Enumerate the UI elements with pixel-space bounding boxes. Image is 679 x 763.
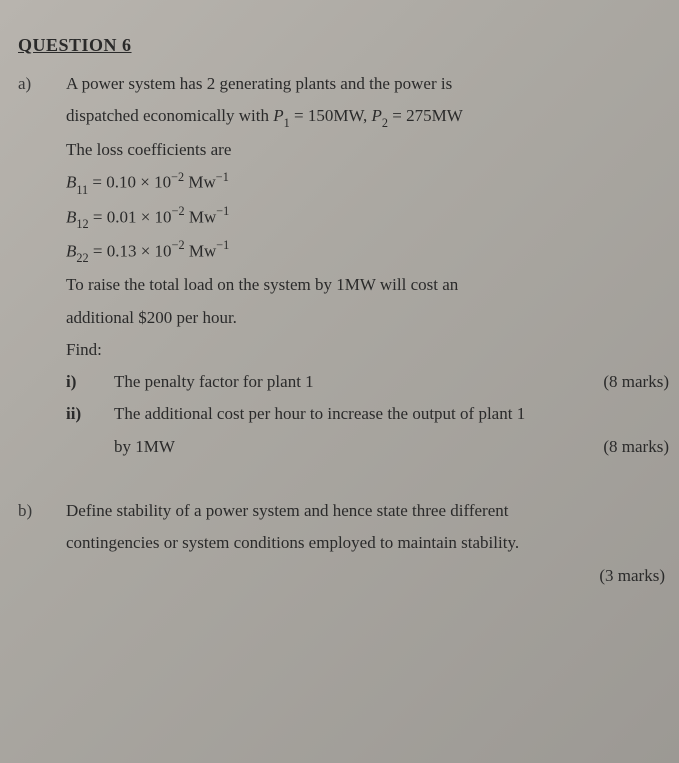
sub-i: i) The penalty factor for plant 1 (8 mar… bbox=[66, 366, 669, 398]
unit: Mw bbox=[185, 242, 217, 261]
sym: B bbox=[66, 242, 76, 261]
part-b: b) Define stability of a power system an… bbox=[18, 495, 669, 592]
loss-coef-line: The loss coefficients are bbox=[66, 134, 669, 166]
sub-1: 1 bbox=[284, 116, 290, 130]
sub-ii-body: The additional cost per hour to increase… bbox=[114, 398, 669, 463]
sub-i-marks: (8 marks) bbox=[603, 366, 669, 398]
part-b-line2: contingencies or system conditions emplo… bbox=[66, 527, 669, 559]
val: = 0.01 × 10 bbox=[89, 207, 172, 226]
sub-2: 2 bbox=[382, 116, 388, 130]
part-a-label: a) bbox=[18, 68, 66, 463]
unit: Mw bbox=[184, 173, 216, 192]
val: = 0.10 × 10 bbox=[88, 173, 171, 192]
exam-page: QUESTION 6 a) A power system has 2 gener… bbox=[0, 0, 679, 592]
unit-exp: −1 bbox=[216, 170, 229, 184]
exp: −2 bbox=[172, 204, 185, 218]
part-b-line1: Define stability of a power system and h… bbox=[66, 495, 669, 527]
sym: B bbox=[66, 207, 76, 226]
part-a-body: A power system has 2 generating plants a… bbox=[66, 68, 669, 463]
sym: B bbox=[66, 173, 76, 192]
text: dispatched economically with bbox=[66, 106, 273, 125]
unit-exp: −1 bbox=[216, 238, 229, 252]
raise-line1: To raise the total load on the system by… bbox=[66, 269, 669, 301]
part-b-marks: (3 marks) bbox=[66, 560, 669, 592]
sub-ii: ii) The additional cost per hour to incr… bbox=[66, 398, 669, 463]
sub-ii-line2: by 1MW bbox=[114, 431, 175, 463]
roman-i: i) bbox=[66, 366, 114, 398]
raise-line2: additional $200 per hour. bbox=[66, 302, 669, 334]
exp: −2 bbox=[172, 238, 185, 252]
sym-p1: P bbox=[273, 106, 283, 125]
val: = 0.13 × 10 bbox=[89, 242, 172, 261]
sym-p2: P bbox=[371, 106, 381, 125]
b11-line: B11 = 0.10 × 10−2 Mw−1 bbox=[66, 166, 669, 200]
roman-ii: ii) bbox=[66, 398, 114, 463]
exp: −2 bbox=[171, 170, 184, 184]
question-heading: QUESTION 6 bbox=[18, 28, 669, 62]
part-a-intro-line2: dispatched economically with P1 = 150MW,… bbox=[66, 100, 669, 134]
spacer bbox=[18, 463, 669, 495]
find-label: Find: bbox=[66, 334, 669, 366]
sub-ii-marks: (8 marks) bbox=[603, 431, 669, 463]
sub: 12 bbox=[76, 217, 88, 231]
val-1: = 150MW, bbox=[290, 106, 372, 125]
b12-line: B12 = 0.01 × 10−2 Mw−1 bbox=[66, 201, 669, 235]
unit: Mw bbox=[185, 207, 217, 226]
part-b-body: Define stability of a power system and h… bbox=[66, 495, 669, 592]
sub-i-body: The penalty factor for plant 1 (8 marks) bbox=[114, 366, 669, 398]
b22-line: B22 = 0.13 × 10−2 Mw−1 bbox=[66, 235, 669, 269]
sub-i-text: The penalty factor for plant 1 bbox=[114, 366, 314, 398]
part-b-label: b) bbox=[18, 495, 66, 592]
part-a-intro-line1: A power system has 2 generating plants a… bbox=[66, 68, 669, 100]
sub-ii-line1: The additional cost per hour to increase… bbox=[114, 398, 669, 430]
val-2: = 275MW bbox=[388, 106, 463, 125]
part-a: a) A power system has 2 generating plant… bbox=[18, 68, 669, 463]
sub: 11 bbox=[76, 183, 88, 197]
sub: 22 bbox=[76, 251, 88, 265]
unit-exp: −1 bbox=[216, 204, 229, 218]
